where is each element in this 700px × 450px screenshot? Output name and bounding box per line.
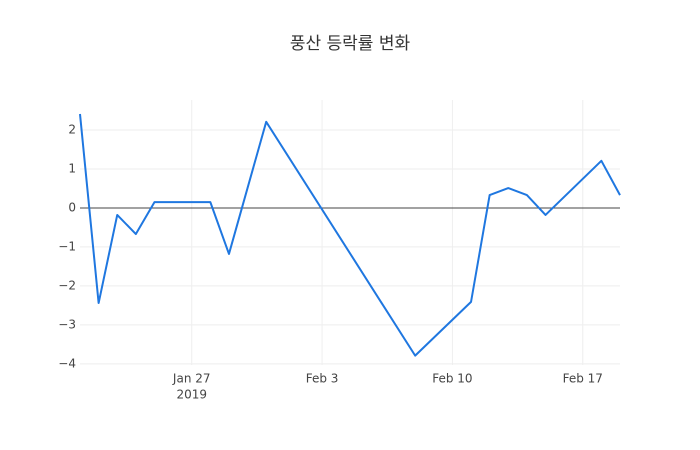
y-tick-label: −4 <box>58 356 76 370</box>
chart-title: 풍산 등락률 변화 <box>290 34 411 54</box>
y-tick-label: 2 <box>68 123 76 137</box>
x-tick-label: Feb 10 <box>432 372 472 386</box>
x-tick-label: Jan 27 <box>172 372 211 386</box>
y-tick-label: 0 <box>68 200 76 214</box>
y-tick-label: 1 <box>68 161 76 175</box>
y-tick-label: −2 <box>58 278 76 292</box>
line <box>79 113 621 357</box>
x-tick-label: Feb 17 <box>563 372 603 386</box>
y-tick-label: −1 <box>58 239 76 253</box>
y-tick-label: −3 <box>58 317 76 331</box>
x-tick-label: Feb 3 <box>306 372 339 386</box>
x-tick-year: 2019 <box>176 388 207 402</box>
